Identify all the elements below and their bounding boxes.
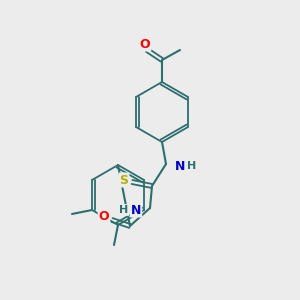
Text: H: H — [188, 161, 196, 171]
Text: H: H — [119, 205, 129, 215]
Text: N: N — [131, 203, 141, 217]
Text: O: O — [140, 38, 150, 50]
Text: S: S — [119, 173, 128, 187]
Text: N: N — [175, 160, 185, 172]
Text: O: O — [99, 211, 109, 224]
